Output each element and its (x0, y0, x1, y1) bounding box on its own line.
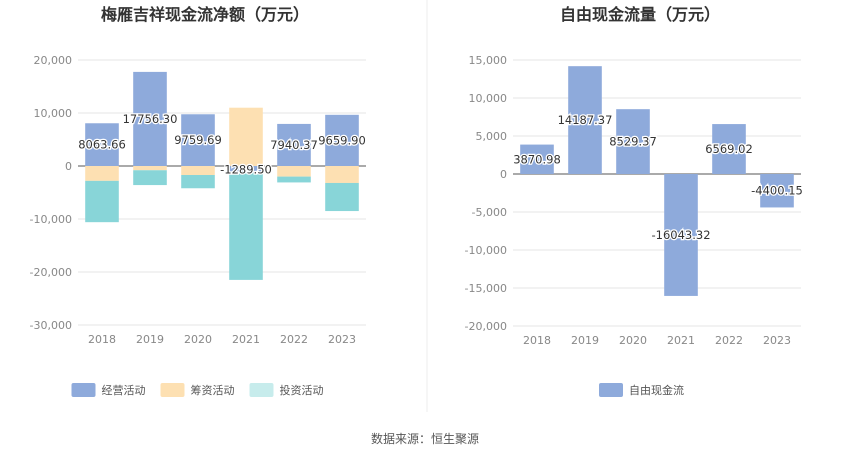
x-tick-label: 2021 (232, 333, 260, 346)
data-label: -16043.32 (651, 228, 710, 242)
bar-2018-经营活动 (85, 123, 119, 166)
bar-2020-筹资活动 (181, 166, 215, 176)
bar-2022-经营活动 (277, 123, 311, 166)
legend-item-label: 经营活动 (102, 383, 146, 397)
x-tick-label: 2018 (523, 334, 551, 347)
y-tick-label: -10,000 (30, 213, 72, 226)
x-tick-label: 2023 (328, 333, 356, 346)
data-label: 14187.37 (558, 113, 613, 127)
data-label: 9659.90 (318, 133, 366, 147)
x-tick-label: 2023 (763, 334, 791, 347)
x-tick-label: 2022 (280, 333, 308, 346)
y-tick-label: -30,000 (30, 319, 72, 332)
data-label: 8063.66 (78, 138, 126, 152)
data-source: 数据来源：恒生聚源 (371, 431, 479, 446)
bar-2019-筹资活动 (133, 166, 167, 171)
legend-swatch (160, 383, 185, 397)
x-tick-label: 2019 (571, 334, 599, 347)
right-chart-title: 自由现金流量（万元） (560, 5, 720, 24)
x-tick-label: 2019 (136, 333, 164, 346)
y-tick-label: 10,000 (469, 92, 508, 105)
data-label: 17756.30 (123, 112, 178, 126)
x-tick-label: 2020 (619, 334, 647, 347)
bar-2022-投资活动 (277, 176, 311, 183)
cash-flow-net-chart: 梅雁吉祥现金流净额（万元） 20,000 10,000 0 -10,000 -20,00… (30, 5, 367, 397)
left-chart-title: 梅雁吉祥现金流净额（万元） (101, 5, 309, 24)
legend-item-label: 自由现金流 (629, 383, 684, 397)
y-tick-label: 5,000 (476, 130, 508, 143)
bar-2021-筹资活动 (229, 107, 263, 166)
bar-2020-自由现金流 (616, 109, 650, 174)
legend-swatch (599, 383, 623, 397)
bar-2018-投资活动 (85, 180, 119, 223)
bar-2019-经营活动 (133, 71, 167, 166)
free-cash-flow-chart: 自由现金流量（万元） 15,000 10,000 5,000 0 -5,000 -10,0… (465, 5, 804, 397)
y-tick-label: 0 (65, 160, 72, 173)
y-tick-label: 20,000 (34, 54, 73, 67)
bar-2020-经营活动 (181, 114, 215, 166)
bar-2018-筹资活动 (85, 166, 119, 181)
bar-2021-经营活动 (229, 166, 263, 173)
legend-swatch (249, 383, 274, 397)
bar-2023-筹资活动 (325, 166, 359, 183)
x-tick-label: 2021 (667, 334, 695, 347)
data-label: 7940.37 (270, 138, 318, 152)
data-label: 9759.69 (174, 133, 222, 147)
y-tick-label: -5,000 (472, 206, 507, 219)
legend-item-label: 筹资活动 (191, 383, 235, 397)
y-tick-label: -10,000 (465, 244, 507, 257)
x-tick-label: 2022 (715, 334, 743, 347)
bar-2021-自由现金流 (664, 174, 698, 296)
data-label: 6569.02 (705, 142, 753, 156)
bar-2020-投资活动 (181, 175, 215, 189)
y-tick-label: -20,000 (465, 320, 507, 333)
y-tick-label: -15,000 (465, 282, 507, 295)
x-tick-label: 2018 (88, 333, 116, 346)
legend-swatch (71, 383, 96, 397)
bar-2023-经营活动 (325, 114, 359, 166)
bar-2023-投资活动 (325, 182, 359, 212)
y-tick-label: -20,000 (30, 266, 72, 279)
y-tick-label: 10,000 (34, 107, 73, 120)
x-tick-label: 2020 (184, 333, 212, 346)
y-tick-label: 15,000 (469, 54, 508, 67)
legend-item-label: 投资活动 (280, 383, 324, 397)
data-label: 3870.98 (513, 152, 561, 166)
bar-2022-自由现金流 (712, 124, 746, 174)
data-label: -1289.50 (220, 162, 272, 176)
y-tick-label: 0 (500, 168, 507, 181)
data-label: 8529.37 (609, 135, 657, 149)
bar-2021-投资活动 (229, 172, 263, 280)
bar-2023-自由现金流 (760, 174, 794, 208)
data-label: -4400.15 (751, 184, 803, 198)
bar-2018-自由现金流 (520, 144, 554, 174)
bar-2022-筹资活动 (277, 166, 311, 177)
bar-2019-投资活动 (133, 170, 167, 186)
bar-2019-自由现金流 (568, 66, 602, 174)
